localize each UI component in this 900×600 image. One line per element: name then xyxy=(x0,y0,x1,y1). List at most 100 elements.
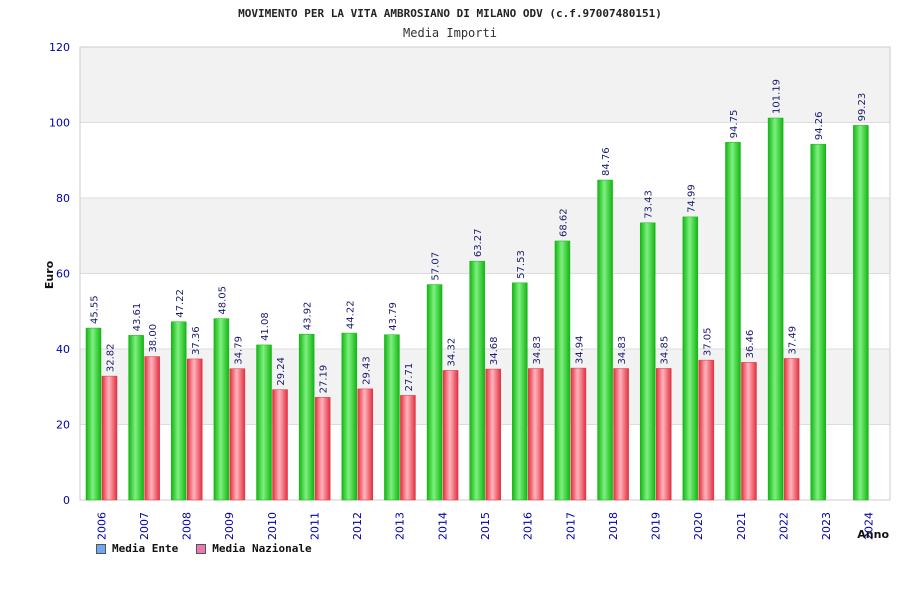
data-label: 36.46 xyxy=(745,330,756,359)
bar-media-nazionale xyxy=(655,368,672,501)
plot-frame xyxy=(79,46,891,501)
grid-band xyxy=(80,122,890,198)
bar-media-ente xyxy=(597,179,613,501)
data-label: 37.49 xyxy=(788,326,799,355)
data-label: 43.79 xyxy=(388,302,399,331)
bar-media-ente xyxy=(512,282,528,501)
data-label: 101.19 xyxy=(772,79,783,114)
x-tick-label: 2009 xyxy=(223,512,236,540)
data-label: 99.23 xyxy=(857,93,868,122)
data-label: 27.71 xyxy=(404,363,415,392)
data-label: 43.61 xyxy=(132,303,143,332)
legend-item-ente: Media Ente xyxy=(96,542,178,555)
data-labels: 45.55 32.82 43.61 38.00 47.22 37.36 48.05 34.79… xyxy=(90,79,868,393)
bar-media-nazionale xyxy=(314,397,331,501)
x-tick-label: 2022 xyxy=(777,512,790,540)
data-label: 57.53 xyxy=(516,250,527,279)
bar-media-nazionale xyxy=(357,388,374,501)
bar-media-ente xyxy=(384,334,400,501)
data-label: 37.36 xyxy=(191,326,202,355)
chart-title: MOVIMENTO PER LA VITA AMBROSIANO DI MILA… xyxy=(238,7,662,20)
data-label: 44.22 xyxy=(345,300,356,329)
bar-media-ente xyxy=(85,327,102,501)
bar-media-nazionale xyxy=(570,367,587,501)
tick-labels: 0 20 40 60 80 100 120 2006 2007 2008 2009 2010 2011 2… xyxy=(49,41,876,540)
y-tick-label: 100 xyxy=(49,117,70,130)
y-tick-label: 0 xyxy=(63,494,70,507)
data-label: 27.19 xyxy=(319,365,330,394)
y-tick-label: 60 xyxy=(56,268,70,281)
grid-band xyxy=(80,198,890,274)
bar-media-ente xyxy=(256,344,272,501)
legend-label-ente: Media Ente xyxy=(112,542,179,555)
data-label: 45.55 xyxy=(90,295,101,324)
legend-item-nazionale: Media Nazionale xyxy=(196,542,312,555)
data-label: 73.43 xyxy=(644,190,655,219)
bar-media-nazionale xyxy=(698,359,715,501)
x-tick-label: 2023 xyxy=(820,512,833,540)
data-label: 32.82 xyxy=(106,343,117,372)
bar-media-ente xyxy=(725,142,741,501)
x-axis-label: Anno xyxy=(857,528,889,541)
x-tick-label: 2014 xyxy=(436,512,449,540)
x-tick-label: 2021 xyxy=(735,512,748,540)
bar-media-nazionale xyxy=(741,362,757,501)
bar-media-nazionale xyxy=(783,358,800,501)
bar-media-ente xyxy=(426,284,443,501)
x-tick-label: 2008 xyxy=(181,512,194,540)
data-label: 57.07 xyxy=(431,252,442,281)
data-label: 34.83 xyxy=(617,336,628,365)
x-tick-label: 2016 xyxy=(522,512,535,540)
bar-media-ente xyxy=(639,222,656,501)
bar-media-nazionale xyxy=(485,368,501,501)
axes xyxy=(79,46,891,501)
x-tick-label: 2010 xyxy=(266,512,279,540)
legend-swatch-nazionale xyxy=(196,543,207,554)
data-label: 43.92 xyxy=(303,302,314,331)
bar-media-ente xyxy=(171,321,187,501)
y-tick-label: 40 xyxy=(56,343,70,356)
bar-media-ente xyxy=(554,240,571,501)
x-tick-label: 2013 xyxy=(394,512,407,540)
data-label: 94.26 xyxy=(814,112,825,141)
x-tick-label: 2024 xyxy=(863,512,876,540)
data-label: 34.68 xyxy=(489,336,500,365)
data-label: 63.27 xyxy=(473,229,484,258)
x-tick-label: 2007 xyxy=(138,512,151,540)
bar-media-nazionale xyxy=(187,358,203,501)
chart-legend: Media Ente Media Nazionale xyxy=(96,542,312,555)
data-label: 48.05 xyxy=(217,286,228,315)
bar-media-nazionale xyxy=(272,389,288,501)
y-axis-label: Euro xyxy=(43,260,56,289)
data-label: 38.00 xyxy=(148,324,159,353)
bar-media-ente xyxy=(341,332,358,501)
bar-media-ente xyxy=(469,260,485,501)
legend-label-nazionale: Media Nazionale xyxy=(212,542,312,555)
bars xyxy=(85,117,869,501)
x-tick-label: 2020 xyxy=(692,512,705,540)
bar-media-ente xyxy=(128,335,144,501)
y-tick-label: 80 xyxy=(56,192,70,205)
data-label: 84.76 xyxy=(601,147,612,176)
x-tick-label: 2011 xyxy=(308,512,321,540)
legend-swatch-ente xyxy=(96,543,106,554)
data-label: 34.32 xyxy=(447,338,458,367)
bar-media-nazionale xyxy=(613,368,629,501)
bar-media-ente xyxy=(213,318,230,501)
data-label: 37.05 xyxy=(702,327,713,356)
bar-media-ente xyxy=(810,143,826,501)
bar-media-ente xyxy=(853,125,869,501)
bar-media-ente xyxy=(767,117,784,501)
bar-media-nazionale xyxy=(144,356,160,501)
bar-media-nazionale xyxy=(400,395,416,501)
data-label: 68.62 xyxy=(558,208,569,237)
data-label: 41.08 xyxy=(260,312,271,341)
x-tick-label: 2012 xyxy=(351,512,364,540)
bar-media-nazionale xyxy=(442,370,459,501)
data-label: 74.99 xyxy=(686,184,697,213)
data-label: 34.79 xyxy=(233,336,244,365)
data-label: 47.22 xyxy=(175,289,186,318)
chart-subtitle: Media Importi xyxy=(403,26,497,40)
